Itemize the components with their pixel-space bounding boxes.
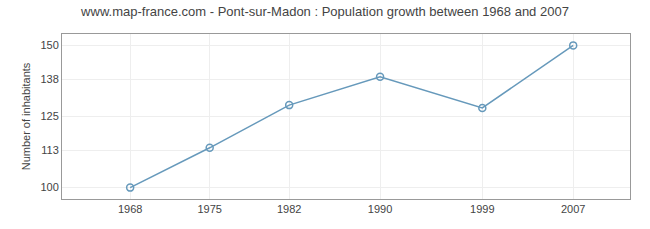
svg-text:1982: 1982	[277, 203, 301, 215]
svg-text:150: 150	[40, 39, 58, 51]
svg-text:www.map-france.com - Pont-sur-: www.map-france.com - Pont-sur-Madon : Po…	[80, 4, 569, 19]
svg-text:113: 113	[41, 144, 59, 156]
svg-text:1975: 1975	[197, 203, 221, 215]
svg-text:1990: 1990	[368, 203, 392, 215]
svg-text:138: 138	[40, 73, 58, 85]
svg-text:1968: 1968	[118, 203, 142, 215]
svg-text:Number of inhabitants: Number of inhabitants	[20, 62, 32, 170]
svg-text:1999: 1999	[470, 203, 494, 215]
svg-text:2007: 2007	[561, 203, 585, 215]
svg-text:100: 100	[40, 181, 58, 193]
svg-text:125: 125	[40, 110, 58, 122]
